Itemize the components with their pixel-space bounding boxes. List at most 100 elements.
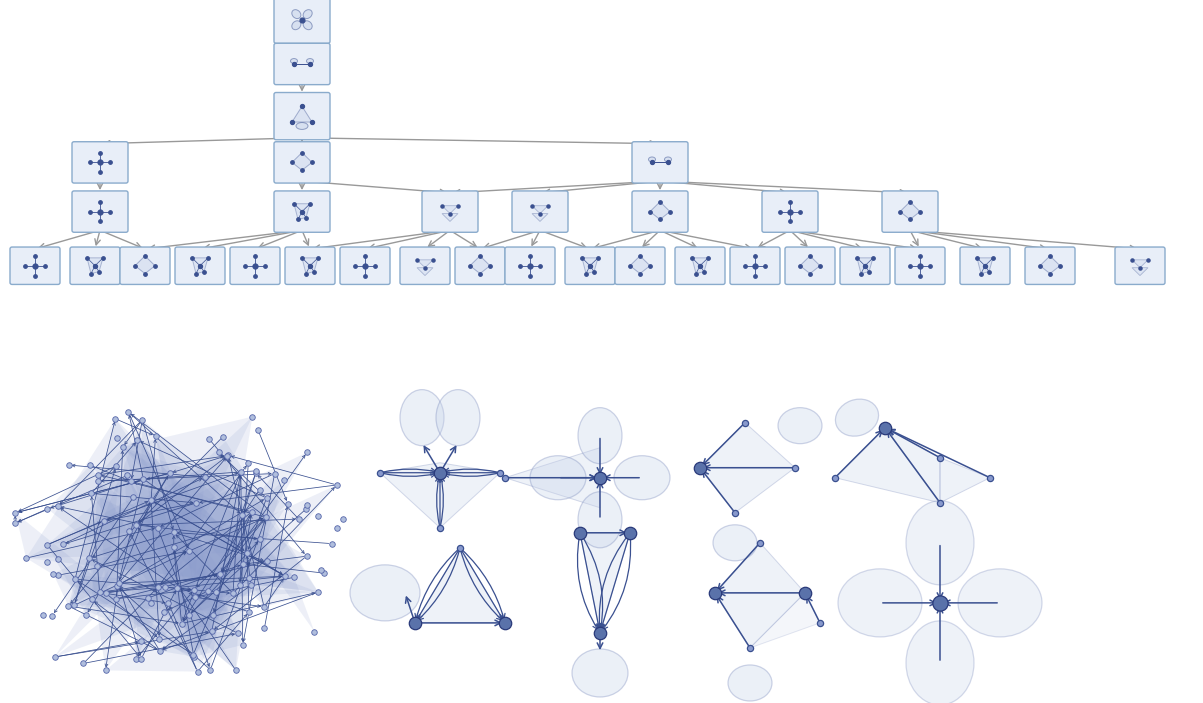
Point <box>239 573 259 584</box>
Point <box>90 167 109 178</box>
Polygon shape <box>89 551 189 671</box>
Polygon shape <box>165 480 284 633</box>
Point <box>640 260 659 271</box>
Point <box>257 556 277 567</box>
FancyBboxPatch shape <box>632 191 688 232</box>
Point <box>930 497 949 508</box>
Point <box>219 450 238 461</box>
Point <box>48 569 67 581</box>
Point <box>37 503 57 515</box>
Point <box>82 268 101 279</box>
Point <box>911 260 930 271</box>
Polygon shape <box>160 593 233 657</box>
Point <box>119 406 138 418</box>
Point <box>77 252 96 264</box>
Point <box>292 14 312 25</box>
Point <box>333 514 352 525</box>
Point <box>90 157 109 168</box>
Point <box>876 422 895 433</box>
Point <box>735 260 754 271</box>
Polygon shape <box>136 525 194 590</box>
Polygon shape <box>582 258 598 273</box>
Polygon shape <box>87 258 103 273</box>
Ellipse shape <box>296 122 308 129</box>
Point <box>852 268 871 279</box>
Polygon shape <box>715 543 805 593</box>
FancyBboxPatch shape <box>960 247 1011 285</box>
FancyBboxPatch shape <box>882 191 938 232</box>
Point <box>126 653 146 664</box>
FancyBboxPatch shape <box>422 191 478 232</box>
FancyBboxPatch shape <box>340 247 390 285</box>
Point <box>155 606 174 617</box>
Point <box>355 270 374 281</box>
Ellipse shape <box>713 524 757 561</box>
FancyBboxPatch shape <box>401 247 450 285</box>
Point <box>59 600 78 612</box>
Point <box>691 260 710 271</box>
Polygon shape <box>205 477 314 632</box>
Point <box>278 498 297 509</box>
Point <box>327 479 346 491</box>
Point <box>284 58 303 70</box>
Ellipse shape <box>571 649 628 697</box>
Point <box>1031 260 1050 271</box>
Point <box>746 260 765 271</box>
Point <box>790 206 810 217</box>
Point <box>658 157 677 168</box>
Point <box>90 196 109 207</box>
Point <box>304 626 324 638</box>
FancyBboxPatch shape <box>615 247 665 285</box>
Point <box>967 252 986 264</box>
Point <box>119 525 138 536</box>
Polygon shape <box>134 497 208 591</box>
FancyBboxPatch shape <box>675 247 725 285</box>
Polygon shape <box>75 485 337 657</box>
Point <box>983 252 1002 264</box>
Point <box>85 260 105 271</box>
Point <box>65 600 84 611</box>
Point <box>43 610 63 621</box>
Point <box>206 587 225 598</box>
Point <box>185 592 205 603</box>
Point <box>440 208 460 219</box>
Ellipse shape <box>648 157 656 162</box>
Polygon shape <box>1132 260 1148 268</box>
Point <box>621 260 640 271</box>
Polygon shape <box>532 214 549 221</box>
Point <box>431 522 450 534</box>
Polygon shape <box>292 106 312 122</box>
Point <box>73 658 93 669</box>
Point <box>90 587 109 598</box>
Ellipse shape <box>307 58 314 63</box>
Point <box>651 196 670 207</box>
Point <box>16 260 35 271</box>
Point <box>366 260 385 271</box>
Point <box>82 594 101 605</box>
Point <box>77 610 96 621</box>
Point <box>146 430 165 441</box>
Point <box>45 652 64 663</box>
Point <box>573 252 592 264</box>
Point <box>245 260 265 271</box>
Ellipse shape <box>292 10 301 18</box>
Point <box>781 196 800 207</box>
FancyBboxPatch shape <box>840 247 890 285</box>
Polygon shape <box>532 206 549 214</box>
FancyBboxPatch shape <box>285 247 334 285</box>
Polygon shape <box>977 258 992 273</box>
Point <box>183 252 202 264</box>
Point <box>241 580 260 591</box>
Point <box>209 446 229 458</box>
Polygon shape <box>1132 268 1148 276</box>
Polygon shape <box>123 447 307 607</box>
Ellipse shape <box>577 408 622 464</box>
Point <box>53 538 72 550</box>
Polygon shape <box>294 204 310 219</box>
Polygon shape <box>700 467 795 512</box>
Point <box>297 550 316 562</box>
Point <box>755 260 775 271</box>
Point <box>167 582 186 593</box>
Point <box>480 260 499 271</box>
Point <box>539 200 558 212</box>
